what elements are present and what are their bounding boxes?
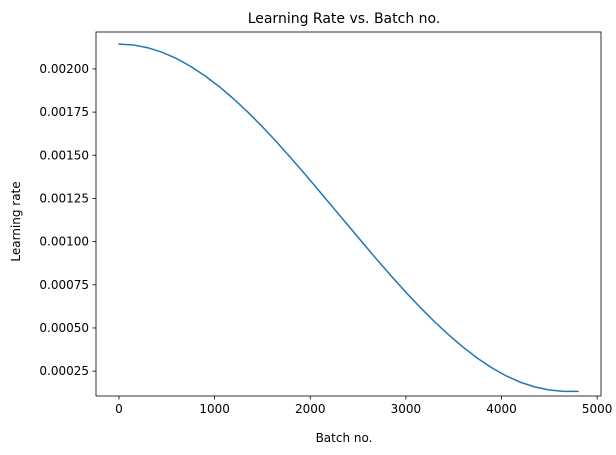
y-axis-label: Learning rate: [9, 181, 23, 261]
x-axis-label: Batch no.: [316, 431, 373, 445]
y-tick-label: 0.00175: [39, 105, 89, 119]
x-axis-ticks: 0 1000 2000 3000 4000 5000: [115, 396, 612, 416]
plot-frame: [95, 31, 602, 397]
y-tick-label: 0.00150: [39, 148, 89, 162]
y-tick-label: 0.00025: [39, 364, 89, 378]
x-tick-label: 2000: [295, 402, 326, 416]
chart-title: Learning Rate vs. Batch no.: [248, 11, 441, 27]
series-line: [118, 43, 579, 393]
y-tick-label: 0.00100: [39, 235, 89, 249]
x-tick-label: 4000: [486, 402, 517, 416]
y-tick-label: 0.00075: [39, 278, 89, 292]
x-tick-label: 5000: [582, 402, 613, 416]
x-tick-label: 3000: [391, 402, 422, 416]
plot-area: [96, 32, 601, 396]
y-axis-ticks: 0.00025 0.00050 0.00075 0.00100 0.00125 0.001…: [39, 62, 96, 378]
x-tick-label: 0: [115, 402, 123, 416]
y-tick-label: 0.00200: [39, 62, 89, 76]
y-tick-label: 0.00050: [39, 321, 89, 335]
y-tick-label: 0.00125: [39, 191, 89, 205]
x-tick-label: 1000: [199, 402, 230, 416]
